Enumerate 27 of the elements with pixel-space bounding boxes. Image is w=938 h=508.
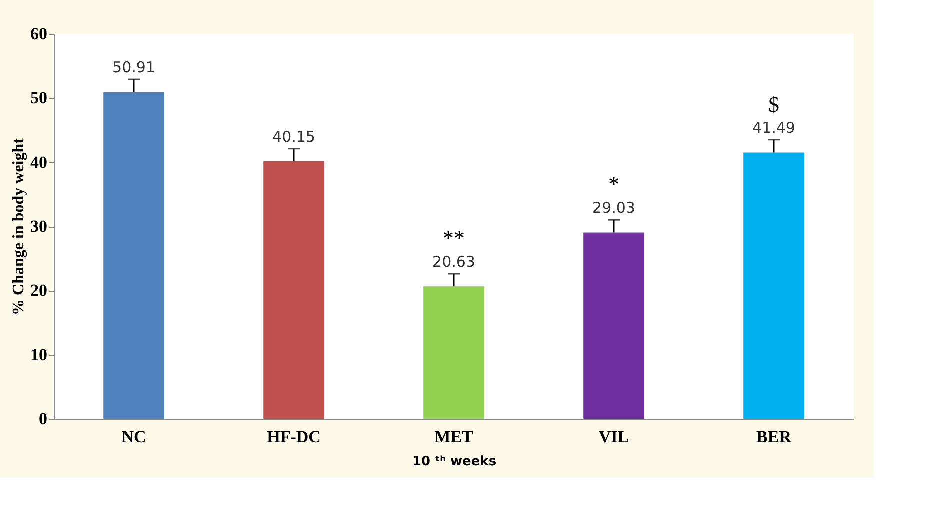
x-tick-label: BER — [756, 428, 792, 446]
data-label: 20.63 — [432, 252, 476, 271]
x-tick-label: NC — [122, 428, 146, 446]
annotation: ** — [443, 226, 465, 251]
data-label: 29.03 — [592, 199, 636, 218]
y-tick-label: 0 — [39, 410, 48, 428]
bar — [424, 286, 484, 419]
y-tick-label: 60 — [30, 24, 48, 44]
y-tick-label: 50 — [30, 88, 48, 108]
data-label: 40.15 — [272, 128, 316, 146]
x-tick-label: MET — [434, 428, 474, 446]
y-axis-title: % Change in body weight — [10, 138, 28, 316]
annotation: * — [608, 172, 620, 197]
y-tick-label: 10 — [30, 345, 48, 364]
annotation: $ — [768, 92, 780, 117]
bar — [744, 152, 804, 419]
bar — [104, 92, 164, 419]
bar — [264, 161, 324, 419]
data-label: 50.91 — [112, 58, 156, 77]
y-tick-label: 20 — [30, 281, 48, 300]
y-tick-label: 30 — [30, 217, 48, 236]
y-tick-label: 40 — [30, 152, 48, 172]
data-label: 41.49 — [752, 118, 796, 137]
x-axis-title: 10 ᵗʰ weeks — [412, 454, 497, 470]
x-tick-label: HF-DC — [267, 428, 321, 446]
bar — [584, 232, 644, 419]
x-tick-label: VIL — [598, 428, 630, 446]
